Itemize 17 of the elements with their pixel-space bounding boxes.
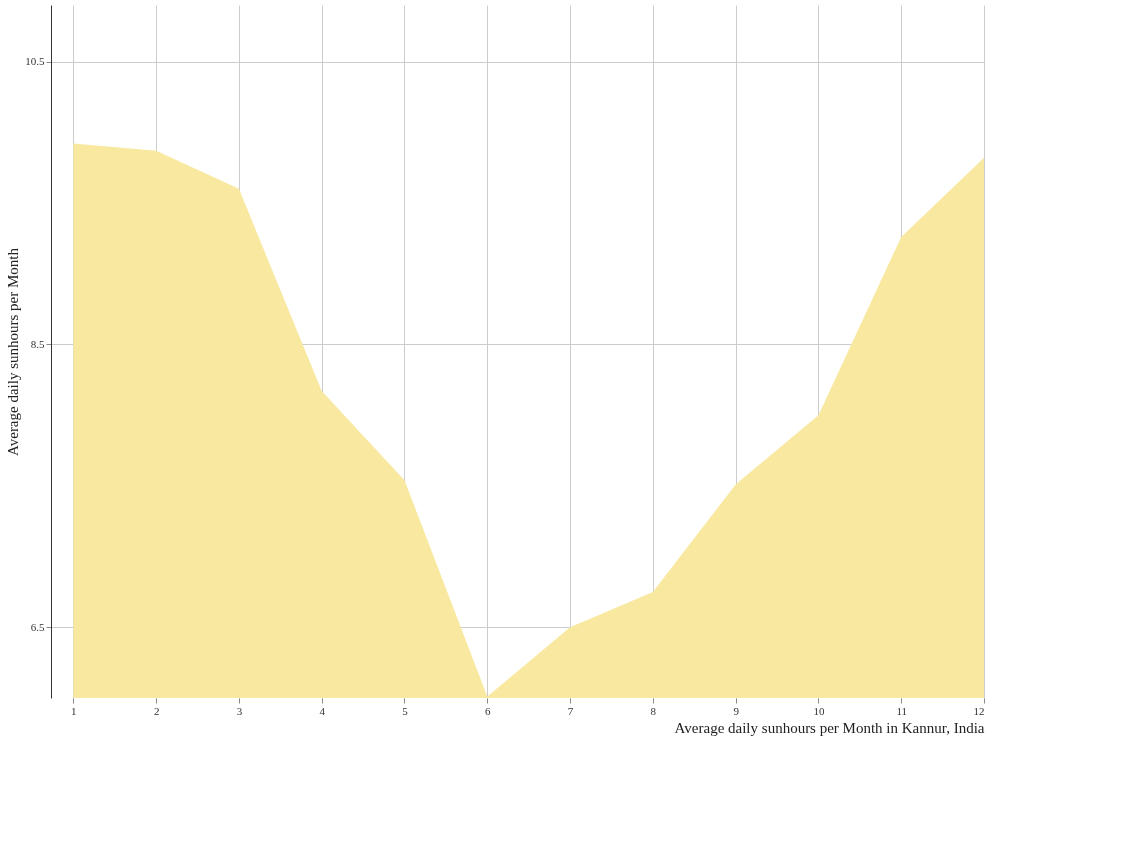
x-tick-label: 6 bbox=[485, 704, 492, 717]
y-tick-label: 8.5 bbox=[30, 337, 45, 350]
x-tick-label: 4 bbox=[319, 704, 326, 717]
y-tick-label: 10.5 bbox=[25, 55, 45, 68]
x-tick-label: 1 bbox=[71, 704, 77, 717]
x-tick-label: 12 bbox=[973, 704, 985, 717]
x-tick-label: 5 bbox=[402, 704, 409, 717]
x-tick-label: 3 bbox=[236, 704, 243, 717]
y-axis-title: Average daily sunhours per Month bbox=[5, 247, 22, 457]
x-tick-label: 11 bbox=[896, 704, 908, 717]
x-tick-label: 2 bbox=[153, 704, 160, 717]
x-tick-label: 7 bbox=[567, 704, 574, 717]
x-tick-label: 9 bbox=[733, 704, 740, 717]
x-tick-label: 10 bbox=[813, 704, 825, 717]
y-tick-label: 6.5 bbox=[30, 620, 45, 633]
x-tick-label: 8 bbox=[650, 704, 657, 717]
x-axis-title: Average daily sunhours per Month in Kannur, India bbox=[674, 719, 985, 736]
